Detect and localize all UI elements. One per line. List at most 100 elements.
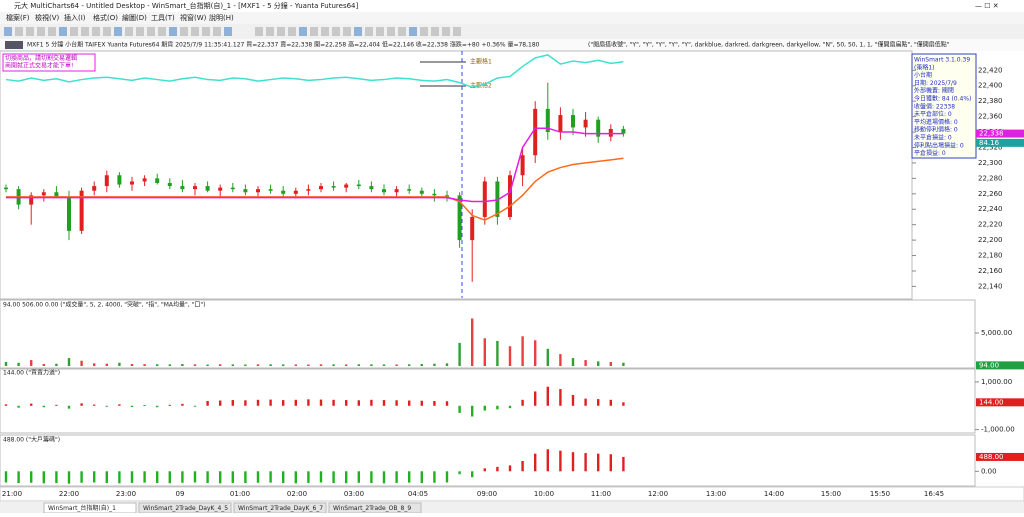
menu-item[interactable]: 檢視(V)	[35, 13, 60, 22]
indicator-bar	[143, 405, 146, 406]
indicator-bar	[269, 364, 272, 366]
indicator-bar	[181, 403, 184, 406]
indicator-bar	[4, 404, 8, 406]
candle-body	[306, 189, 311, 191]
tool-icon	[70, 27, 78, 36]
tool-icon	[266, 27, 274, 36]
indicator-bar	[609, 362, 612, 366]
indicator-bar	[521, 461, 524, 472]
tool-icon	[409, 27, 417, 36]
indicator-bar	[496, 340, 499, 366]
candle-body	[457, 195, 462, 241]
indicator-bar	[193, 471, 197, 483]
info-line: 未平倉部位: 0	[914, 110, 952, 118]
menu-item[interactable]: 檔案(F)	[6, 13, 30, 22]
indicator-bar	[130, 471, 134, 483]
tool-icon	[191, 27, 199, 36]
y-tick-label: -1,000.00	[981, 426, 1015, 434]
indicator-bar	[93, 404, 96, 406]
indicator-bar	[55, 471, 58, 484]
volume-pane	[0, 299, 976, 369]
indicator-bar	[4, 361, 8, 366]
info-box	[911, 53, 977, 159]
candle-body	[319, 186, 323, 190]
indicator-bar	[382, 400, 386, 406]
y-tick-label: 1,000.00	[981, 378, 1012, 386]
candle-body	[571, 115, 575, 128]
indicator-bar	[483, 405, 486, 411]
indicator-bar	[17, 362, 20, 366]
info-line: 停利點出場損益: 0	[914, 141, 964, 149]
tool-icon	[288, 27, 296, 36]
indicator-bar	[357, 364, 360, 366]
indicator-bar	[130, 405, 134, 407]
menu-item[interactable]: 說明(H)	[209, 13, 234, 22]
indicator-bar	[420, 364, 423, 366]
indicator-bar	[458, 342, 461, 366]
candle-body	[167, 182, 172, 187]
indicator-bar	[307, 471, 310, 483]
menu-item[interactable]: 視窗(W)	[180, 13, 207, 22]
time-axis	[0, 486, 1024, 502]
info-line: 今日獲數: 84 (0.4%)	[914, 95, 971, 103]
x-tick-label: 09	[176, 490, 185, 498]
price-badge	[976, 138, 1024, 147]
indicator-bar	[55, 404, 58, 406]
candle-body	[243, 189, 248, 193]
menu-item[interactable]: 工具(T)	[151, 14, 175, 22]
tab-label: WinSmart_2Trade_DayK_4_5	[143, 505, 228, 512]
y-tick-label: 5,000.00	[981, 329, 1012, 337]
indicator-bar	[244, 400, 247, 406]
menu-item[interactable]: 格式(O)	[93, 13, 118, 22]
candle-body	[256, 189, 260, 193]
indicator-bar	[294, 399, 297, 406]
menu-bar	[0, 12, 1024, 24]
indicator-bar	[496, 466, 499, 472]
menu-item[interactable]: 繪圖(D)	[122, 13, 147, 22]
candle-body	[180, 186, 185, 190]
tool-icon	[255, 27, 263, 36]
candle-body	[92, 186, 97, 191]
indicator-bar	[130, 364, 134, 366]
indicator-bar	[168, 471, 171, 484]
x-tick-label: 23:00	[116, 490, 136, 498]
indicator-bar	[382, 364, 386, 366]
x-tick-label: 03:00	[344, 490, 364, 498]
candle-body	[155, 178, 160, 183]
indicator-bar	[408, 471, 411, 483]
tool-icon	[81, 27, 89, 36]
window-controls[interactable]: — ☐ ✕	[975, 2, 999, 10]
indicator-bar	[80, 360, 83, 366]
indicator-bar	[408, 364, 411, 366]
indicator-bar	[571, 358, 575, 366]
indicator-bar	[433, 471, 436, 483]
indicator-bar	[433, 363, 436, 366]
indicator-bar	[609, 454, 612, 472]
indicator-bar	[597, 453, 600, 472]
candle-body	[356, 184, 361, 187]
info-line: 移動停利價格: 0	[914, 126, 958, 134]
candle-body	[369, 186, 374, 190]
value-badge-label: 94.00	[979, 361, 999, 369]
price-badge-label: 22,338	[979, 130, 1004, 138]
x-tick-label: 11:00	[591, 490, 611, 498]
indicator-bar	[282, 400, 285, 406]
indicator-line	[6, 157, 624, 221]
tool-icon	[169, 27, 177, 36]
indicator-bar	[256, 471, 260, 483]
x-tick-label: 15:50	[870, 490, 890, 498]
menu-item[interactable]: 插入(I)	[64, 13, 86, 22]
tool-icon	[387, 27, 395, 36]
indicator-bar	[294, 364, 297, 366]
tool-icon	[277, 27, 285, 36]
y-tick-label: 22,300	[978, 159, 1003, 167]
annotation: 主觀格1	[470, 58, 492, 66]
candle-body	[79, 190, 84, 231]
indicator-bar	[156, 405, 159, 408]
indicator-bar	[67, 405, 71, 409]
indicator-bar	[445, 363, 449, 366]
indicator-bar	[534, 391, 537, 406]
indicator-bar	[143, 471, 146, 483]
indicator-bar	[546, 449, 549, 472]
indicator-bar	[256, 364, 260, 366]
